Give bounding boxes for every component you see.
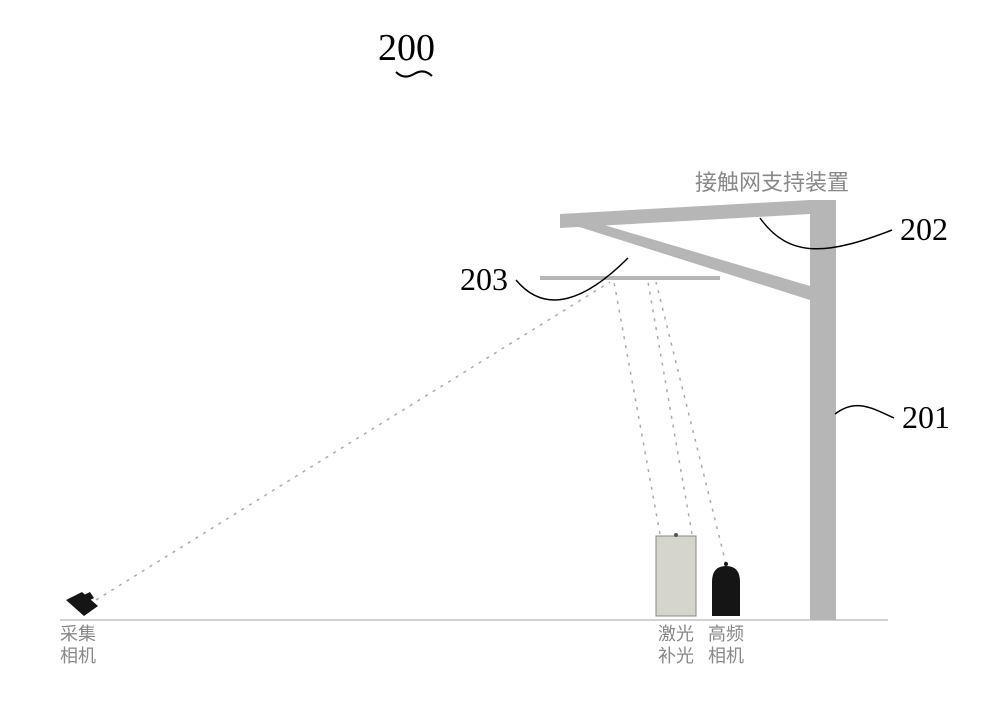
sight-line-4 [656, 282, 726, 564]
hf-camera-dot [724, 562, 728, 566]
support-pole [810, 200, 836, 620]
callout-202-text: 202 [900, 211, 948, 247]
laser-light-label-1: 激光 [658, 624, 694, 644]
catenary-support-diagram: 采集 相机 激光 补光 高频 相机 接触网支持装置 200 201 202 20… [0, 0, 1000, 702]
hf-camera-icon [712, 566, 740, 616]
acquisition-camera-label-1: 采集 [60, 624, 96, 644]
sight-line-1 [96, 282, 610, 600]
sight-line-3 [648, 282, 692, 534]
structure-title: 接触网支持装置 [695, 170, 849, 195]
laser-light-icon [656, 536, 696, 616]
acquisition-camera-label-2: 相机 [60, 646, 96, 666]
callout-201-leader [835, 406, 894, 418]
sight-line-2 [614, 282, 660, 534]
laser-light-label-2: 补光 [658, 646, 694, 666]
laser-light-dot [674, 533, 678, 537]
diagonal-brace [573, 217, 810, 300]
hf-camera-label-1: 高频 [708, 624, 744, 644]
callout-203-text: 203 [460, 261, 508, 297]
figure-number-tilde [396, 71, 432, 76]
sight-lines [96, 282, 726, 600]
callout-201-text: 201 [902, 399, 950, 435]
acquisition-camera-icon [66, 592, 98, 616]
figure-number: 200 [378, 27, 435, 69]
hf-camera-label-2: 相机 [708, 646, 744, 666]
